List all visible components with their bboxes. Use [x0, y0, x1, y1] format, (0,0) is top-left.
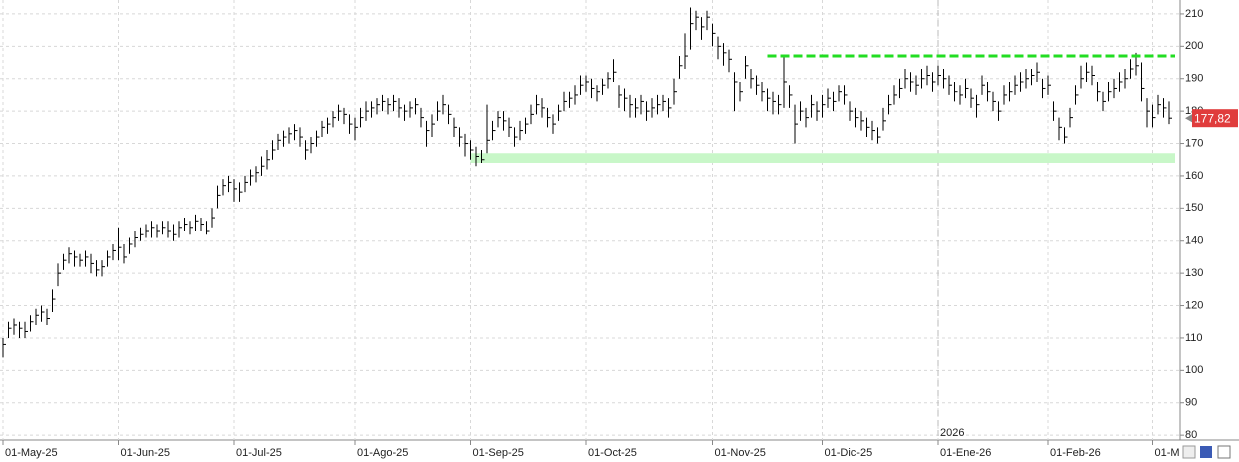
- y-tick-label: 190: [1185, 73, 1203, 85]
- save-icon[interactable]: [1200, 446, 1212, 458]
- x-tick-label: 01-Jun-25: [121, 447, 171, 459]
- move-icon[interactable]: [1217, 445, 1231, 459]
- y-tick-label: 110: [1185, 332, 1203, 344]
- y-tick-label: 90: [1185, 397, 1197, 409]
- y-tick-label: 80: [1185, 429, 1197, 441]
- y-tick-label: 160: [1185, 170, 1203, 182]
- y-tick-label: 120: [1185, 299, 1203, 311]
- y-tick-label: 170: [1185, 137, 1203, 149]
- x-tick-label: 01-Ago-25: [357, 447, 408, 459]
- y-tick-label: 130: [1185, 267, 1203, 279]
- x-tick-label: 01-Sep-25: [473, 447, 524, 459]
- year-label: 2026: [940, 427, 964, 439]
- x-tick-label: 01-Nov-25: [715, 447, 766, 459]
- support-zone: [470, 153, 1175, 163]
- x-tick-label: 01-Oct-25: [588, 447, 637, 459]
- x-tick-label: 01-Feb-26: [1050, 447, 1101, 459]
- y-tick-label: 150: [1185, 202, 1203, 214]
- y-tick-label: 100: [1185, 364, 1203, 376]
- last-price-box: [1192, 109, 1238, 128]
- x-tick-label: 01-Jul-25: [236, 447, 282, 459]
- scroll-icon[interactable]: [1182, 445, 1196, 459]
- x-tick-label: 01-May-25: [5, 447, 58, 459]
- x-tick-label: 01-M: [1155, 447, 1180, 459]
- last-price-label: 177,82: [1194, 111, 1231, 125]
- x-tick-label: 01-Ene-26: [940, 447, 991, 459]
- y-tick-label: 200: [1185, 40, 1203, 52]
- x-tick-label: 01-Dic-25: [825, 447, 873, 459]
- last-price-pointer: [1185, 114, 1192, 123]
- y-tick-label: 140: [1185, 235, 1203, 247]
- y-tick-label: 210: [1185, 8, 1203, 20]
